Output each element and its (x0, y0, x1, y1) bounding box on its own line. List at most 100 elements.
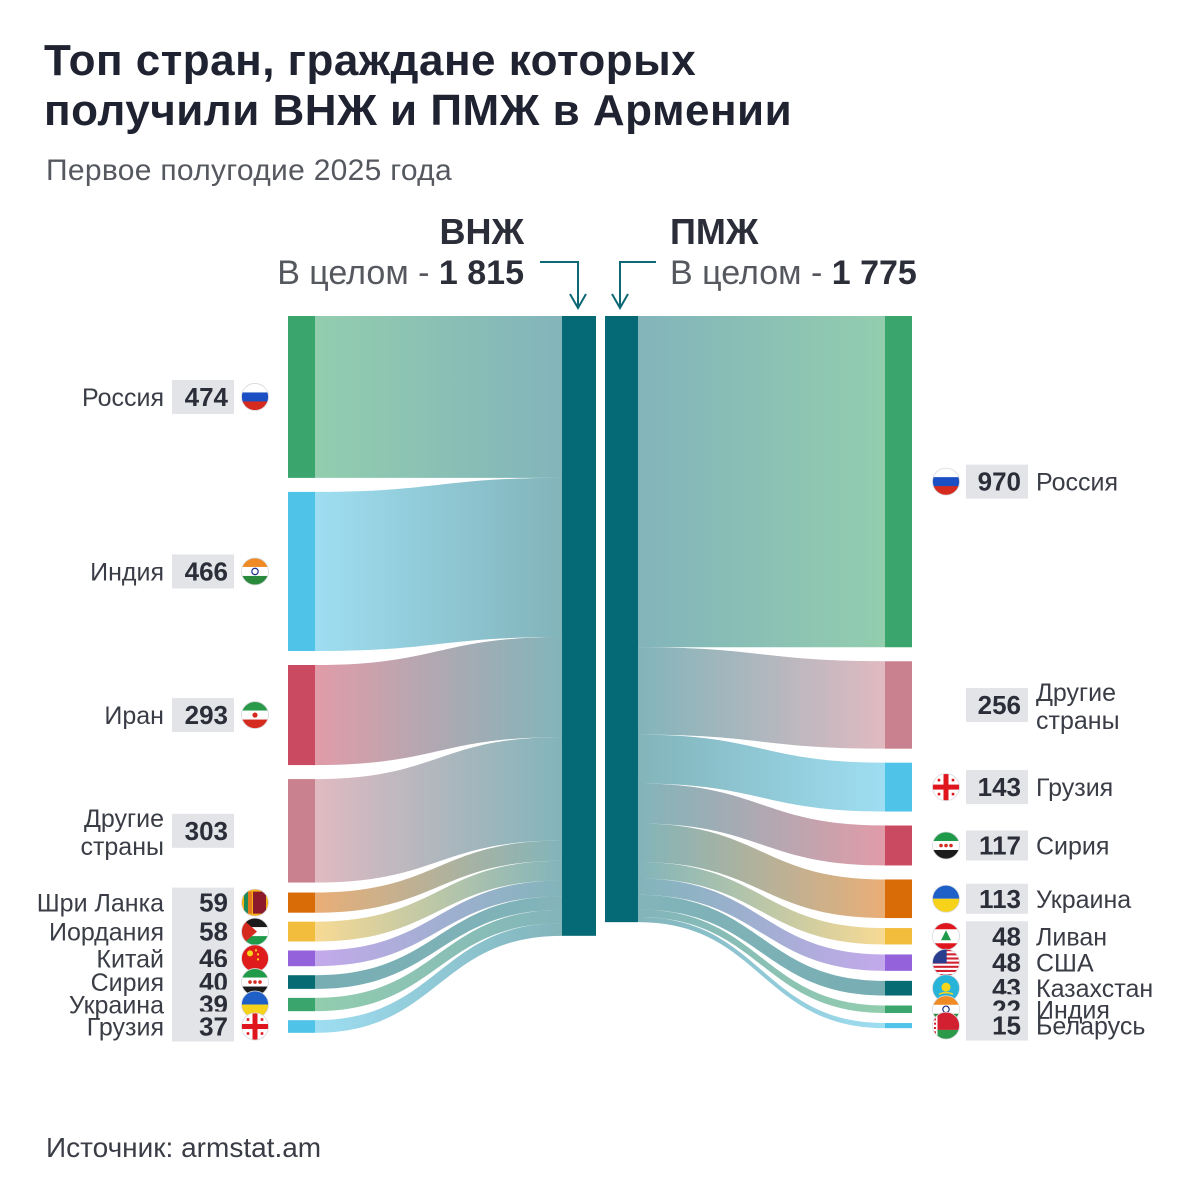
link-left-грузия (315, 923, 562, 1033)
value-box (966, 464, 1028, 499)
node-left-индия (288, 491, 315, 652)
pmzh-label: ПМЖ (670, 211, 759, 252)
value-box (172, 813, 234, 848)
node-left-россия (288, 316, 315, 478)
flag-syria-icon (932, 831, 960, 860)
link-left-иран (315, 637, 562, 766)
flag-iran-icon (241, 701, 269, 729)
link-left-россия (315, 316, 562, 478)
node-right-беларусь (885, 1023, 912, 1029)
link-right-грузия (638, 734, 885, 812)
node-left-сирия (288, 975, 315, 989)
country-label: Украина (1036, 886, 1131, 914)
node-left-иран (288, 665, 315, 766)
link-left-украина (315, 909, 562, 1012)
node-right-индия (885, 1005, 912, 1014)
node-right-россия (885, 316, 912, 648)
flag-georgia-icon (241, 1012, 269, 1041)
country-label: Китай (96, 945, 164, 973)
label-left-индия: 466 Индия (90, 554, 269, 589)
node-right-ливан (885, 928, 912, 945)
link-right-сирия (638, 783, 885, 866)
label-left-иран: 293 Иран (104, 698, 269, 733)
country-label: Беларусь (1036, 1013, 1145, 1041)
country-label: Шри Ланка (37, 890, 164, 918)
country-label: Иран (104, 702, 164, 730)
flag-sri-lanka-icon (241, 888, 269, 917)
value-box (172, 1011, 234, 1042)
country-label: Ливан (1036, 923, 1107, 951)
link-right-беларусь (638, 917, 885, 1029)
flag-russia-icon (241, 383, 269, 411)
link-right-индия (638, 909, 885, 1014)
vnzh-bar (562, 316, 596, 936)
link-right-другие-страны (638, 647, 885, 749)
chart-subtitle: Первое полугодие 2025 года (46, 154, 452, 187)
country-label: Россия (82, 384, 164, 412)
country-label: страны (1036, 707, 1120, 735)
link-left-индия (315, 477, 562, 652)
value-label: 303 (185, 816, 228, 846)
node-left-грузия (288, 1020, 315, 1033)
value-box (966, 1010, 1028, 1041)
value-label: 113 (979, 884, 1021, 914)
value-box (172, 379, 234, 414)
value-box (966, 947, 1028, 978)
label-left-грузия: 37 Грузия (87, 1011, 269, 1042)
node-left-китай (288, 950, 315, 967)
chart-title-line-1: Топ стран, граждане которых (44, 36, 697, 85)
flag-georgia-icon (932, 773, 960, 801)
value-box (966, 830, 1028, 861)
country-label: Другие (84, 805, 164, 833)
sankey-labels: 474Россия466Индия293Иран303Другиестраны5… (37, 379, 1153, 1042)
label-right-беларусь: 15 Беларусь (932, 1010, 1145, 1041)
link-right-ливан (638, 862, 885, 945)
country-label: Иордания (49, 919, 164, 947)
link-right-казахстан (638, 894, 885, 996)
pmzh-total: В целом - 1 775 (670, 254, 917, 292)
node-left-иордания (288, 921, 315, 942)
value-box (172, 554, 234, 589)
country-label: Украина (69, 992, 164, 1020)
value-label: 48 (992, 948, 1021, 978)
flag-lebanon-icon (932, 922, 960, 951)
label-right-грузия: 143 Грузия (932, 770, 1113, 805)
value-label: 58 (199, 917, 228, 947)
node-right-сша (885, 954, 912, 971)
chart-title: Топ стран, граждане которых получили ВНЖ… (44, 36, 1044, 136)
value-label: 117 (979, 830, 1021, 860)
country-label: Сирия (1036, 832, 1109, 860)
value-label: 466 (185, 556, 228, 586)
sankey-nodes (288, 316, 912, 1033)
link-left-шри-ланка (315, 840, 562, 913)
node-right-сирия (885, 825, 912, 866)
link-left-сирия (315, 896, 562, 989)
vnzh-arrow-head (569, 293, 587, 311)
country-label: Казахстан (1036, 975, 1153, 1003)
label-right-сирия: 117 Сирия (932, 830, 1109, 861)
node-right-казахстан (885, 980, 912, 996)
country-label: Индия (90, 558, 164, 586)
vnzh-arrow (540, 261, 579, 306)
value-box (172, 916, 234, 947)
chart-title-line-2: получили ВНЖ и ПМЖ в Армении (44, 86, 793, 135)
label-left-россия: 474 Россия (82, 379, 269, 414)
source-note: Источник: armstat.am (46, 1132, 322, 1163)
value-label: 293 (185, 700, 228, 730)
country-label: страны (80, 833, 164, 861)
value-label: 256 (978, 690, 1021, 720)
value-label: 59 (199, 888, 228, 918)
node-right-другие-страны (885, 661, 912, 749)
label-left-иордания: 58 Иордания (49, 916, 269, 947)
node-left-шри-ланка (288, 892, 315, 913)
pmzh-arrow-head (611, 293, 629, 311)
flag-china-icon (241, 944, 269, 973)
node-right-грузия (885, 762, 912, 812)
label-right-ливан: 48 Ливан (932, 921, 1107, 952)
country-label: Другие (1036, 679, 1116, 707)
label-right-украина: 113 Украина (932, 883, 1131, 914)
flag-ukraine-icon (932, 884, 960, 913)
